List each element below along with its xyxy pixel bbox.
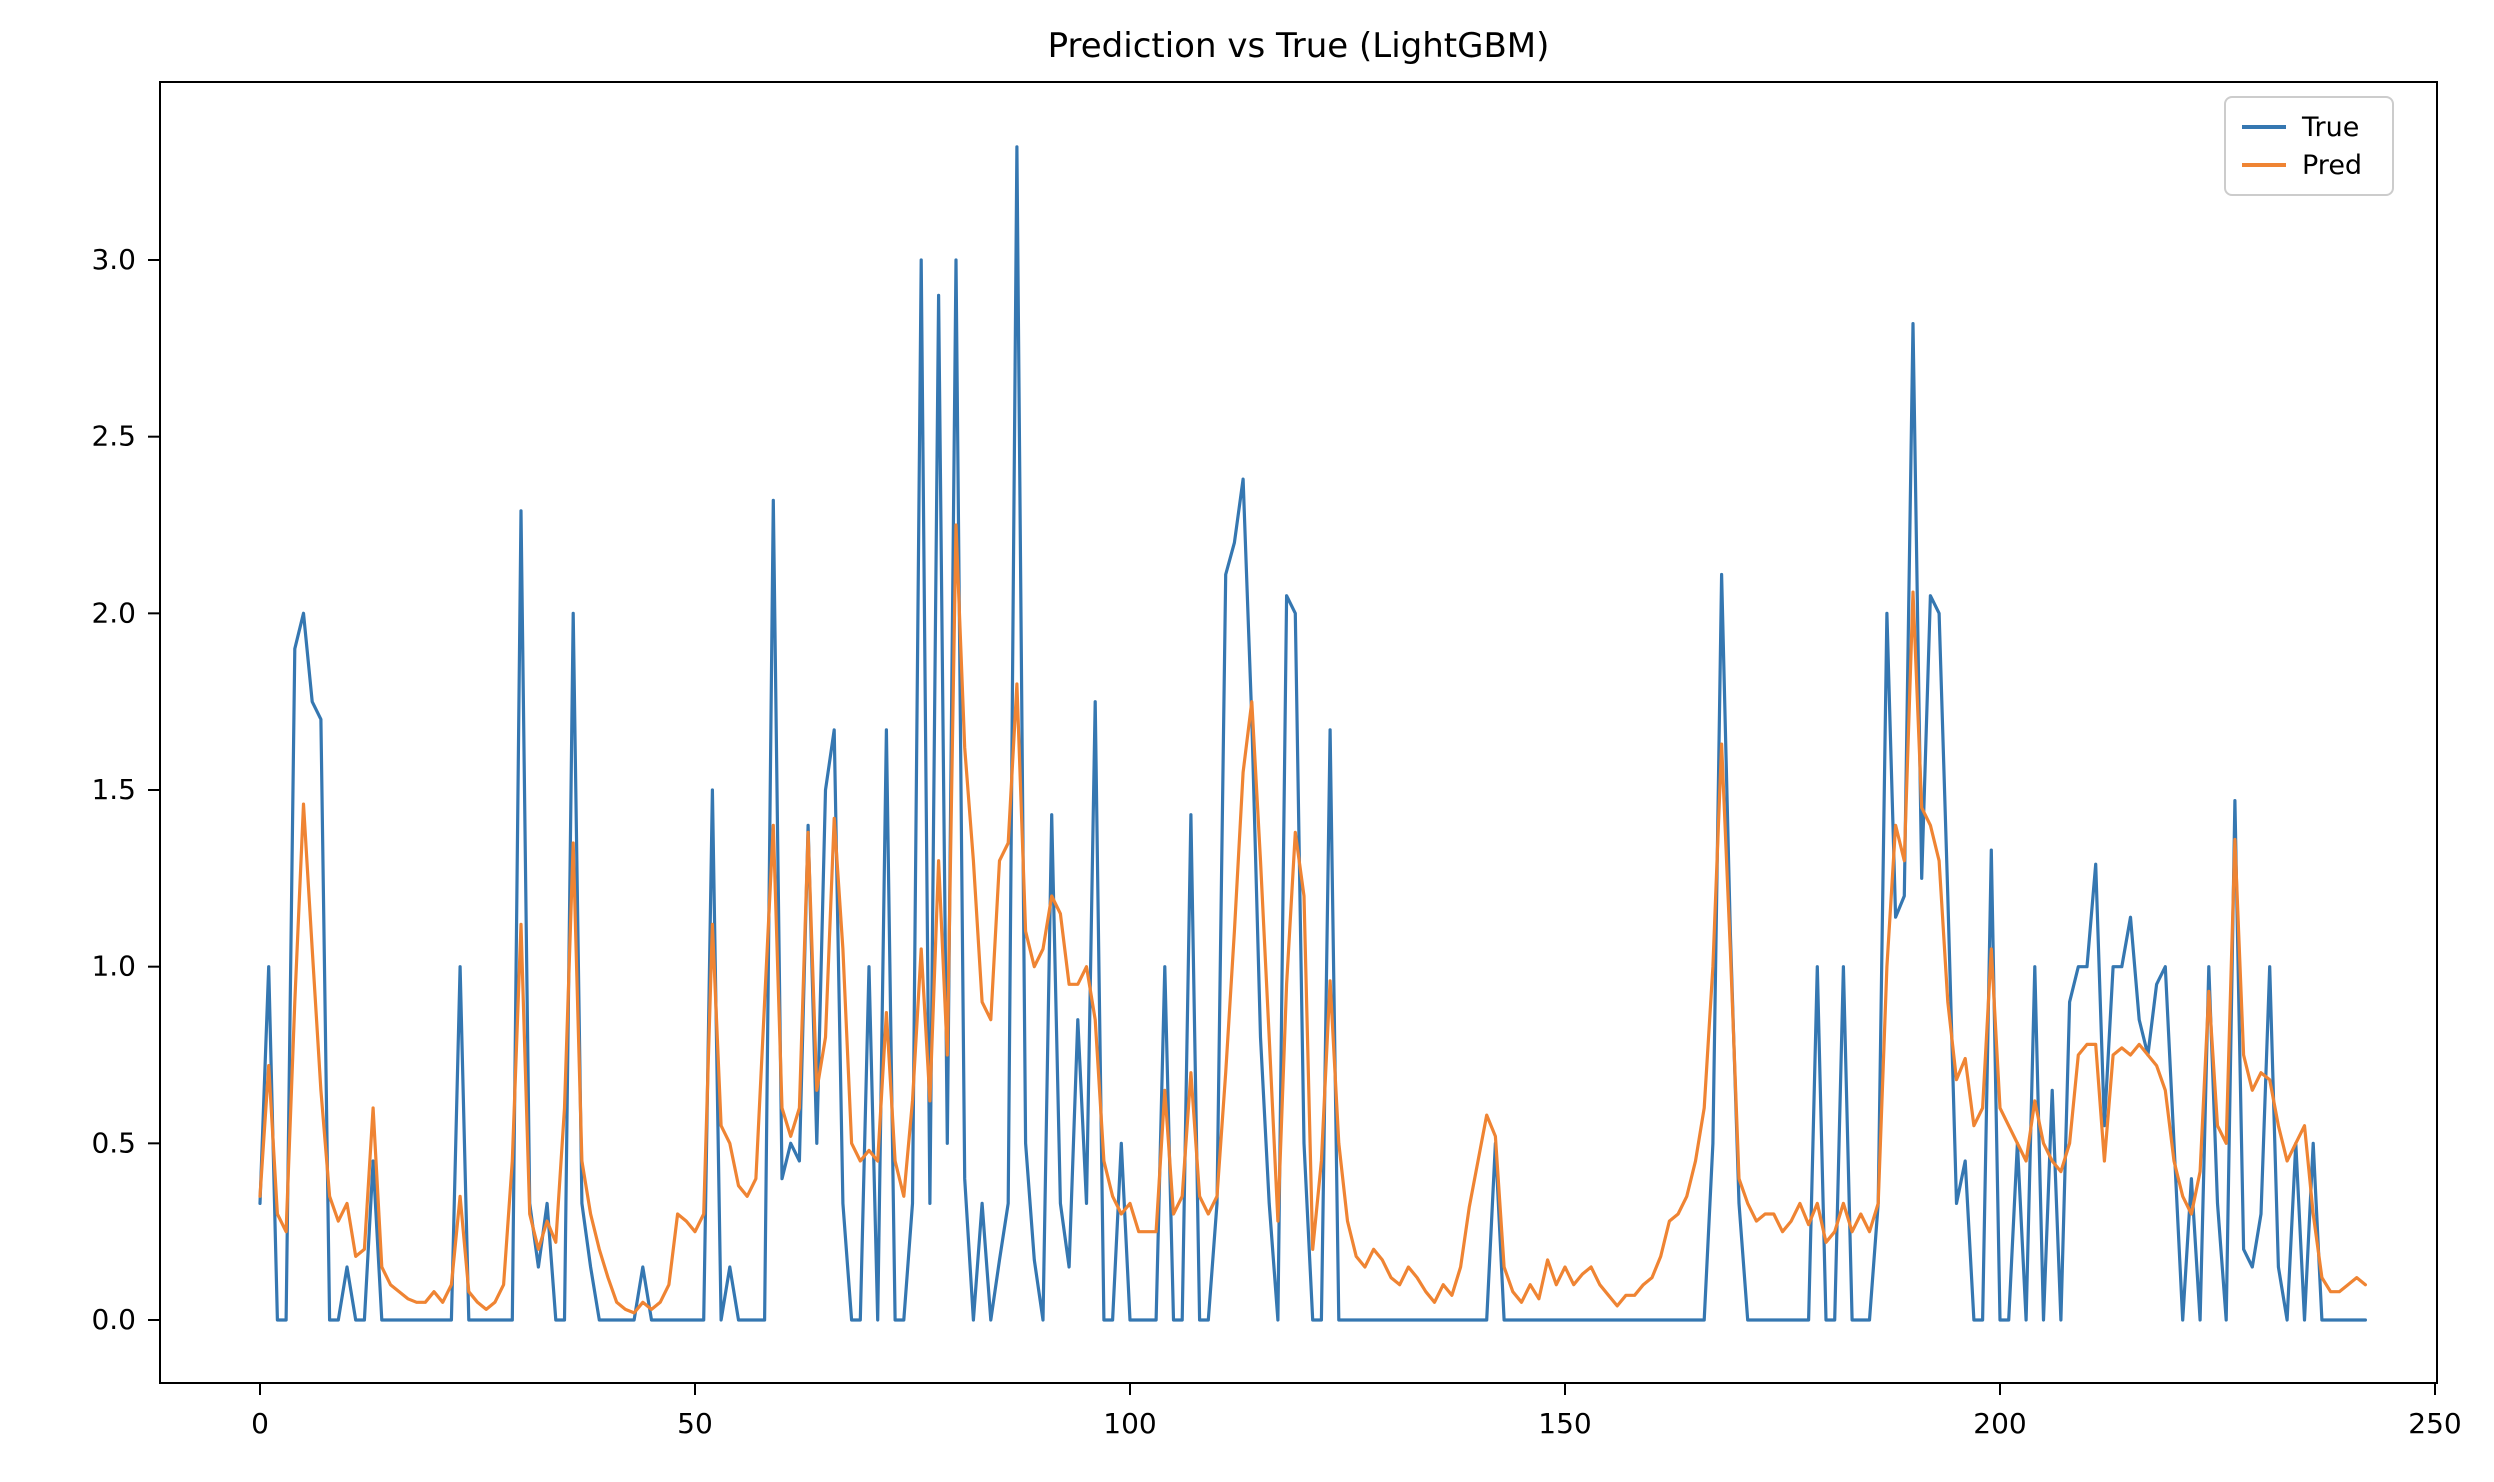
legend-entry-true: True — [2242, 108, 2376, 146]
true-line-swatch-icon — [2242, 125, 2286, 129]
series-line-true — [258, 145, 2367, 1322]
y-tick-label: 0.5 — [91, 1126, 136, 1159]
x-tick-label: 100 — [1103, 1407, 1156, 1440]
y-tick-label: 1.5 — [91, 773, 136, 806]
x-tick-label: 0 — [251, 1407, 269, 1440]
y-tick-label: 2.0 — [91, 596, 136, 629]
x-tick-label: 200 — [1973, 1407, 2026, 1440]
legend-label-pred: Pred — [2302, 149, 2363, 181]
x-tick-label: 150 — [1538, 1407, 1591, 1440]
legend-label-true: True — [2302, 111, 2360, 143]
x-tick-label: 50 — [677, 1407, 713, 1440]
pred-line-swatch-icon — [2242, 163, 2286, 167]
axes-spines — [159, 81, 2438, 1384]
y-tick-label: 2.5 — [91, 420, 136, 453]
legend: True Pred — [2224, 96, 2394, 196]
legend-entry-pred: Pred — [2242, 146, 2376, 184]
y-tick-label: 3.0 — [91, 243, 136, 276]
chart-title: Prediction vs True (LightGBM) — [1047, 26, 1550, 66]
x-tick-label: 250 — [2408, 1407, 2461, 1440]
y-tick-label: 0.0 — [91, 1303, 136, 1336]
y-tick-label: 1.0 — [91, 950, 136, 983]
series-line-pred — [258, 523, 2367, 1315]
